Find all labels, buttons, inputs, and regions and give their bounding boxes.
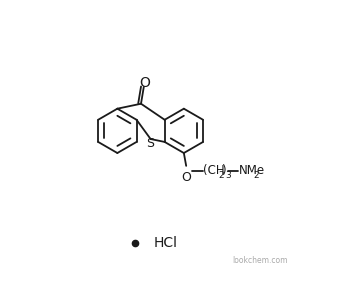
Text: 2: 2 bbox=[254, 171, 260, 180]
Text: (CH: (CH bbox=[203, 165, 225, 178]
Text: ): ) bbox=[221, 165, 226, 178]
Text: lookchem.com: lookchem.com bbox=[232, 256, 287, 265]
Text: O: O bbox=[139, 76, 150, 90]
Text: S: S bbox=[147, 137, 155, 150]
Text: HCl: HCl bbox=[153, 236, 178, 250]
Text: O: O bbox=[181, 171, 191, 184]
Text: 2: 2 bbox=[218, 171, 223, 180]
Text: 3: 3 bbox=[225, 171, 231, 180]
Text: NMe: NMe bbox=[239, 165, 265, 178]
